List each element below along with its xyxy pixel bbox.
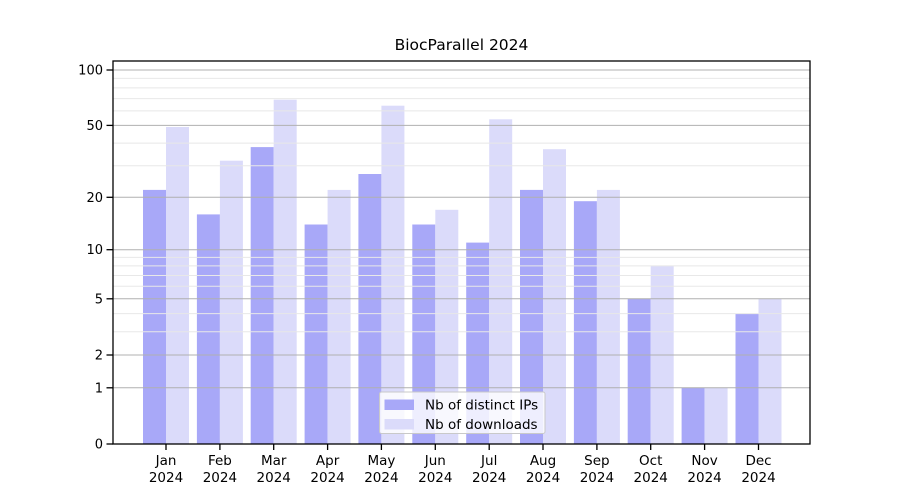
bar-downloads-feb (219, 160, 243, 444)
legend-box (379, 391, 546, 434)
legend-label-distinct-ips: Nb of distinct IPs (425, 398, 538, 414)
x-tick-label-month-aug: Aug (530, 453, 556, 469)
bar-distinct-ips-apr (304, 224, 328, 444)
bar-distinct-ips-jun (412, 224, 436, 444)
bar-distinct-ips-nov (681, 387, 705, 444)
bar-distinct-ips-dec (735, 313, 759, 444)
x-tick-label-month-nov: Nov (691, 453, 717, 469)
x-tick-label-year-jan: 2024 (149, 470, 183, 486)
x-tick-label-year-feb: 2024 (203, 470, 237, 486)
x-tick-label-month-mar: Mar (261, 453, 287, 469)
x-tick-label-year-sep: 2024 (580, 470, 614, 486)
x-tick-label-year-aug: 2024 (526, 470, 560, 486)
x-tick-label-year-may: 2024 (364, 470, 398, 486)
x-tick-label-year-dec: 2024 (741, 470, 775, 486)
bar-downloads-apr (327, 189, 351, 444)
y-tick-label-1: 1 (95, 381, 103, 396)
bar-downloads-mar (273, 99, 297, 444)
x-tick-label-year-mar: 2024 (257, 470, 291, 486)
x-tick-label-year-oct: 2024 (634, 470, 668, 486)
x-tick-label-month-jan: Jan (155, 453, 177, 469)
bar-downloads-aug (543, 149, 566, 444)
x-tick-label-month-feb: Feb (208, 453, 232, 469)
legend-label-downloads: Nb of downloads (425, 417, 538, 433)
bar-downloads-sep (596, 189, 620, 444)
bar-distinct-ips-jan (143, 189, 166, 444)
bar-downloads-jun (435, 209, 459, 444)
x-tick-label-month-dec: Dec (745, 453, 771, 469)
bar-distinct-ips-mar (250, 147, 274, 444)
bar-distinct-ips-feb (196, 214, 220, 444)
y-tick-label-10: 10 (86, 243, 103, 258)
y-tick-label-5: 5 (95, 292, 103, 307)
y-tick-label-2: 2 (95, 349, 103, 364)
bar-downloads-jul (489, 119, 513, 445)
y-tick-label-0: 0 (95, 438, 103, 453)
y-tick-label-20: 20 (86, 191, 103, 206)
x-tick-label-month-apr: Apr (316, 453, 340, 469)
y-tick-label-100: 100 (78, 64, 103, 79)
bar-distinct-ips-aug (520, 189, 543, 444)
plot-border (112, 60, 811, 445)
bar-distinct-ips-may (358, 174, 382, 444)
x-tick-label-month-sep: Sep (584, 453, 609, 469)
bar-downloads-may (381, 105, 405, 444)
bar-distinct-ips-oct (627, 298, 651, 444)
bar-downloads-dec (758, 298, 782, 444)
legend-swatch-downloads (384, 419, 414, 430)
bar-downloads-nov (704, 387, 728, 444)
bar-downloads-jan (166, 127, 189, 444)
x-tick-label-month-jun: Jun (424, 453, 446, 469)
x-tick-label-month-may: May (367, 453, 395, 469)
x-tick-label-year-jun: 2024 (418, 470, 452, 486)
chart-title: BiocParallel 2024 (394, 36, 529, 54)
x-tick-label-month-oct: Oct (639, 453, 662, 469)
x-tick-label-year-jul: 2024 (472, 470, 506, 486)
legend-swatch-distinct-ips (384, 399, 414, 410)
x-tick-label-year-nov: 2024 (687, 470, 721, 486)
x-tick-label-month-jul: Jul (480, 453, 497, 469)
y-tick-label-50: 50 (86, 119, 103, 134)
x-tick-label-year-apr: 2024 (310, 470, 344, 486)
bar-distinct-ips-sep (573, 201, 597, 444)
